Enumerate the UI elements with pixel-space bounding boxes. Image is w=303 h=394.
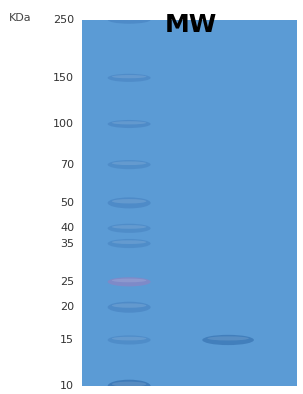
Ellipse shape	[108, 239, 151, 248]
Text: 50: 50	[60, 198, 74, 208]
Ellipse shape	[112, 279, 146, 282]
Ellipse shape	[108, 277, 151, 286]
Text: 20: 20	[60, 302, 74, 312]
Ellipse shape	[108, 120, 151, 128]
Ellipse shape	[112, 199, 146, 203]
Text: 100: 100	[53, 119, 74, 129]
Text: 25: 25	[60, 277, 74, 287]
Ellipse shape	[208, 336, 249, 340]
Text: 10: 10	[60, 381, 74, 391]
Ellipse shape	[202, 335, 254, 345]
Ellipse shape	[108, 302, 151, 313]
Ellipse shape	[112, 162, 146, 165]
Ellipse shape	[108, 16, 151, 24]
Ellipse shape	[108, 224, 151, 233]
Ellipse shape	[112, 382, 146, 387]
Ellipse shape	[108, 380, 151, 392]
Text: 150: 150	[53, 73, 74, 83]
Ellipse shape	[112, 225, 146, 229]
Ellipse shape	[108, 160, 151, 169]
Text: 250: 250	[53, 15, 74, 25]
Ellipse shape	[112, 17, 146, 20]
Ellipse shape	[112, 121, 146, 125]
Text: 40: 40	[60, 223, 74, 233]
Ellipse shape	[108, 74, 151, 82]
Text: 35: 35	[60, 238, 74, 249]
Text: 15: 15	[60, 335, 74, 345]
Ellipse shape	[112, 303, 146, 308]
Ellipse shape	[108, 335, 151, 344]
Ellipse shape	[108, 197, 151, 208]
Text: KDa: KDa	[8, 13, 31, 23]
Text: 70: 70	[60, 160, 74, 169]
Ellipse shape	[112, 240, 146, 244]
Ellipse shape	[112, 75, 146, 78]
Ellipse shape	[112, 337, 146, 340]
Text: MW: MW	[165, 13, 217, 37]
